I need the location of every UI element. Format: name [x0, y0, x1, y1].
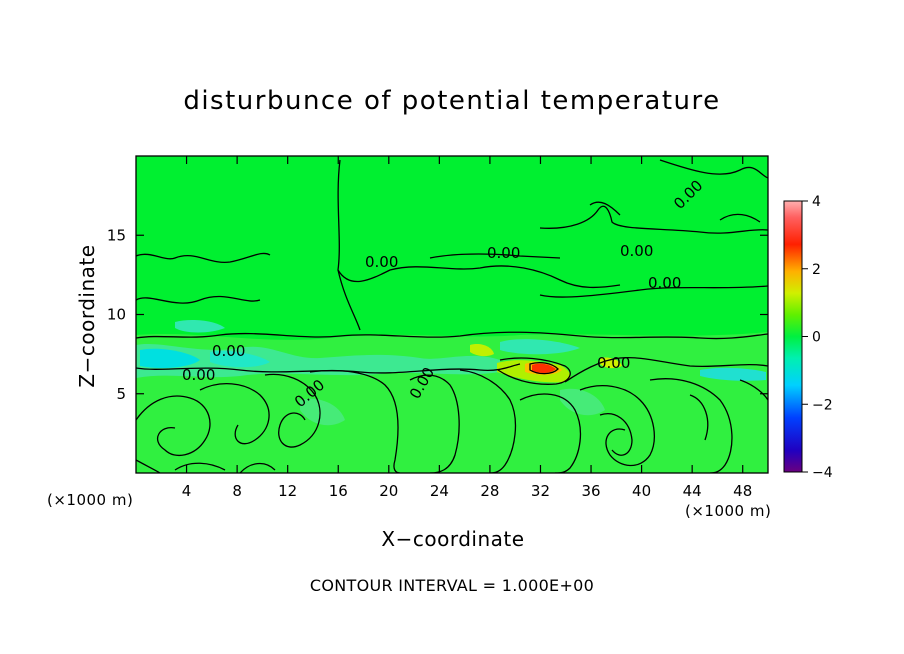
- colorbar: 4 2 0 −2 −4: [783, 194, 833, 481]
- chart-title: disturbunce of potential temperature: [183, 86, 721, 116]
- y-tick-label: 5: [116, 385, 126, 403]
- cool-patch-1: [140, 348, 200, 368]
- x-tick-label: 16: [329, 482, 348, 500]
- x-tick-label: 20: [379, 482, 398, 500]
- colorbar-tick-label: 4: [812, 194, 821, 210]
- contour-label: 0.00: [597, 354, 630, 372]
- contour-interval-note: CONTOUR INTERVAL = 1.000E+00: [309, 576, 595, 595]
- contour-label: 0.00: [212, 342, 245, 360]
- x-tick-label: 36: [581, 482, 600, 500]
- contour-label: 0.00: [487, 244, 520, 262]
- y-tick-label: 10: [107, 306, 126, 324]
- x-tick-label: 4: [182, 482, 192, 500]
- warm-patch-3: [600, 357, 622, 369]
- contour-lines: [136, 159, 768, 473]
- x-unit-right: (×1000 m): [685, 502, 772, 520]
- contour-label: 0.00: [648, 274, 681, 292]
- colorbar-tick-label: 2: [812, 262, 821, 278]
- y-axis-label: Z−coordinate: [75, 244, 99, 388]
- x-axis: 4 8 12 16 20 24 28 32 36 40 44 48: [182, 156, 752, 500]
- cool-patch-3: [175, 320, 225, 333]
- colorbar-tick-label: −4: [812, 465, 833, 481]
- x-tick-label: 8: [232, 482, 242, 500]
- cool-patch-5: [700, 367, 766, 381]
- y-tick-label: 15: [107, 226, 126, 244]
- contour-label: 0.00: [365, 253, 398, 271]
- cool-patch-2: [210, 350, 270, 368]
- x-tick-label: 24: [430, 482, 449, 500]
- x-axis-label: X−coordinate: [381, 527, 525, 551]
- warm-core: [532, 363, 556, 374]
- x-tick-label: 40: [632, 482, 651, 500]
- x-tick-label: 28: [480, 482, 499, 500]
- colorbar-tick-label: 0: [812, 330, 821, 346]
- x-tick-label: 12: [278, 482, 297, 500]
- x-tick-label: 32: [531, 482, 550, 500]
- warm-patch-4: [470, 344, 494, 357]
- colorbar-gradient: [783, 200, 803, 473]
- contour-label: 0.00: [620, 242, 653, 260]
- contour-label: 0.00: [182, 366, 215, 384]
- x-unit-left: (×1000 m): [47, 491, 134, 509]
- colorbar-tick-label: −2: [812, 397, 833, 413]
- cool-patch-4: [500, 339, 580, 355]
- y-axis: 5 10 15: [107, 226, 768, 403]
- x-tick-label: 48: [733, 482, 752, 500]
- x-tick-label: 44: [683, 482, 702, 500]
